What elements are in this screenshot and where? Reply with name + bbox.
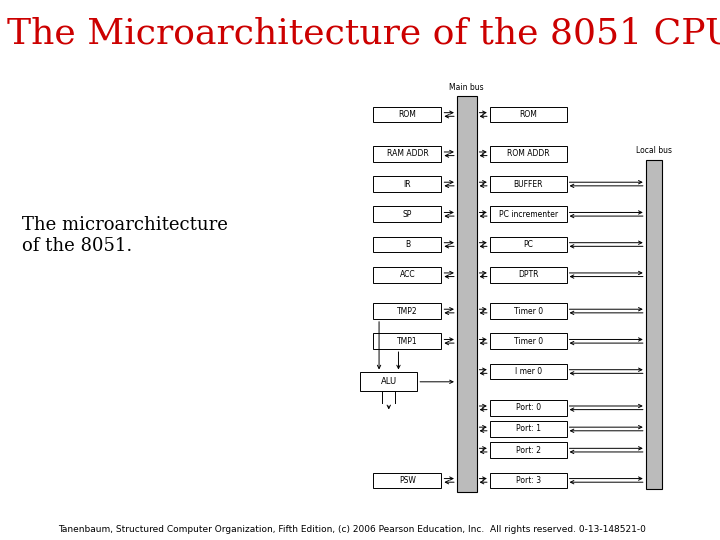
- Bar: [374, 472, 441, 488]
- Text: Tanenbaum, Structured Computer Organization, Fifth Edition, (c) 2006 Pearson Edu: Tanenbaum, Structured Computer Organizat…: [58, 524, 645, 534]
- Bar: [646, 160, 662, 489]
- Text: Port: 1: Port: 1: [516, 424, 541, 434]
- Text: PC incrementer: PC incrementer: [499, 210, 558, 219]
- Bar: [490, 267, 567, 282]
- Bar: [457, 96, 477, 492]
- Bar: [490, 400, 567, 416]
- Bar: [490, 421, 567, 437]
- Text: Port: 0: Port: 0: [516, 403, 541, 413]
- Bar: [374, 333, 441, 349]
- Bar: [374, 106, 441, 123]
- Text: ROM ADDR: ROM ADDR: [507, 149, 549, 158]
- Text: Timer 0: Timer 0: [513, 307, 543, 315]
- Text: The Microarchitecture of the 8051 CPU: The Microarchitecture of the 8051 CPU: [7, 16, 720, 50]
- Text: ROM: ROM: [398, 110, 416, 119]
- Bar: [374, 146, 441, 161]
- Bar: [490, 106, 567, 123]
- Bar: [360, 373, 418, 391]
- Bar: [374, 267, 441, 282]
- Text: Port: 2: Port: 2: [516, 446, 541, 455]
- Text: TMP2: TMP2: [397, 307, 418, 315]
- Text: IR: IR: [404, 179, 411, 188]
- Text: PSW: PSW: [399, 476, 416, 485]
- Bar: [374, 303, 441, 319]
- Text: The microarchitecture
of the 8051.: The microarchitecture of the 8051.: [22, 216, 228, 255]
- Bar: [490, 363, 567, 380]
- Bar: [374, 176, 441, 192]
- Text: Main bus: Main bus: [449, 83, 484, 92]
- Text: SP: SP: [402, 210, 412, 219]
- Bar: [374, 206, 441, 222]
- Bar: [490, 146, 567, 161]
- Text: ACC: ACC: [400, 270, 415, 279]
- Bar: [490, 237, 567, 252]
- Text: ALU: ALU: [381, 377, 397, 386]
- Text: Port: 3: Port: 3: [516, 476, 541, 485]
- Text: I mer 0: I mer 0: [515, 367, 541, 376]
- Text: ROM: ROM: [519, 110, 537, 119]
- Text: B: B: [405, 240, 410, 249]
- Bar: [490, 472, 567, 488]
- Text: TMP1: TMP1: [397, 337, 418, 346]
- Text: DPTR: DPTR: [518, 270, 539, 279]
- Bar: [490, 176, 567, 192]
- Bar: [490, 303, 567, 319]
- Bar: [490, 442, 567, 458]
- Text: PC: PC: [523, 240, 533, 249]
- Text: Timer 0: Timer 0: [513, 337, 543, 346]
- Bar: [374, 237, 441, 252]
- Bar: [490, 333, 567, 349]
- Text: Local bus: Local bus: [636, 146, 672, 156]
- Text: RAM ADDR: RAM ADDR: [387, 149, 428, 158]
- Bar: [490, 206, 567, 222]
- Text: BUFFER: BUFFER: [513, 179, 543, 188]
